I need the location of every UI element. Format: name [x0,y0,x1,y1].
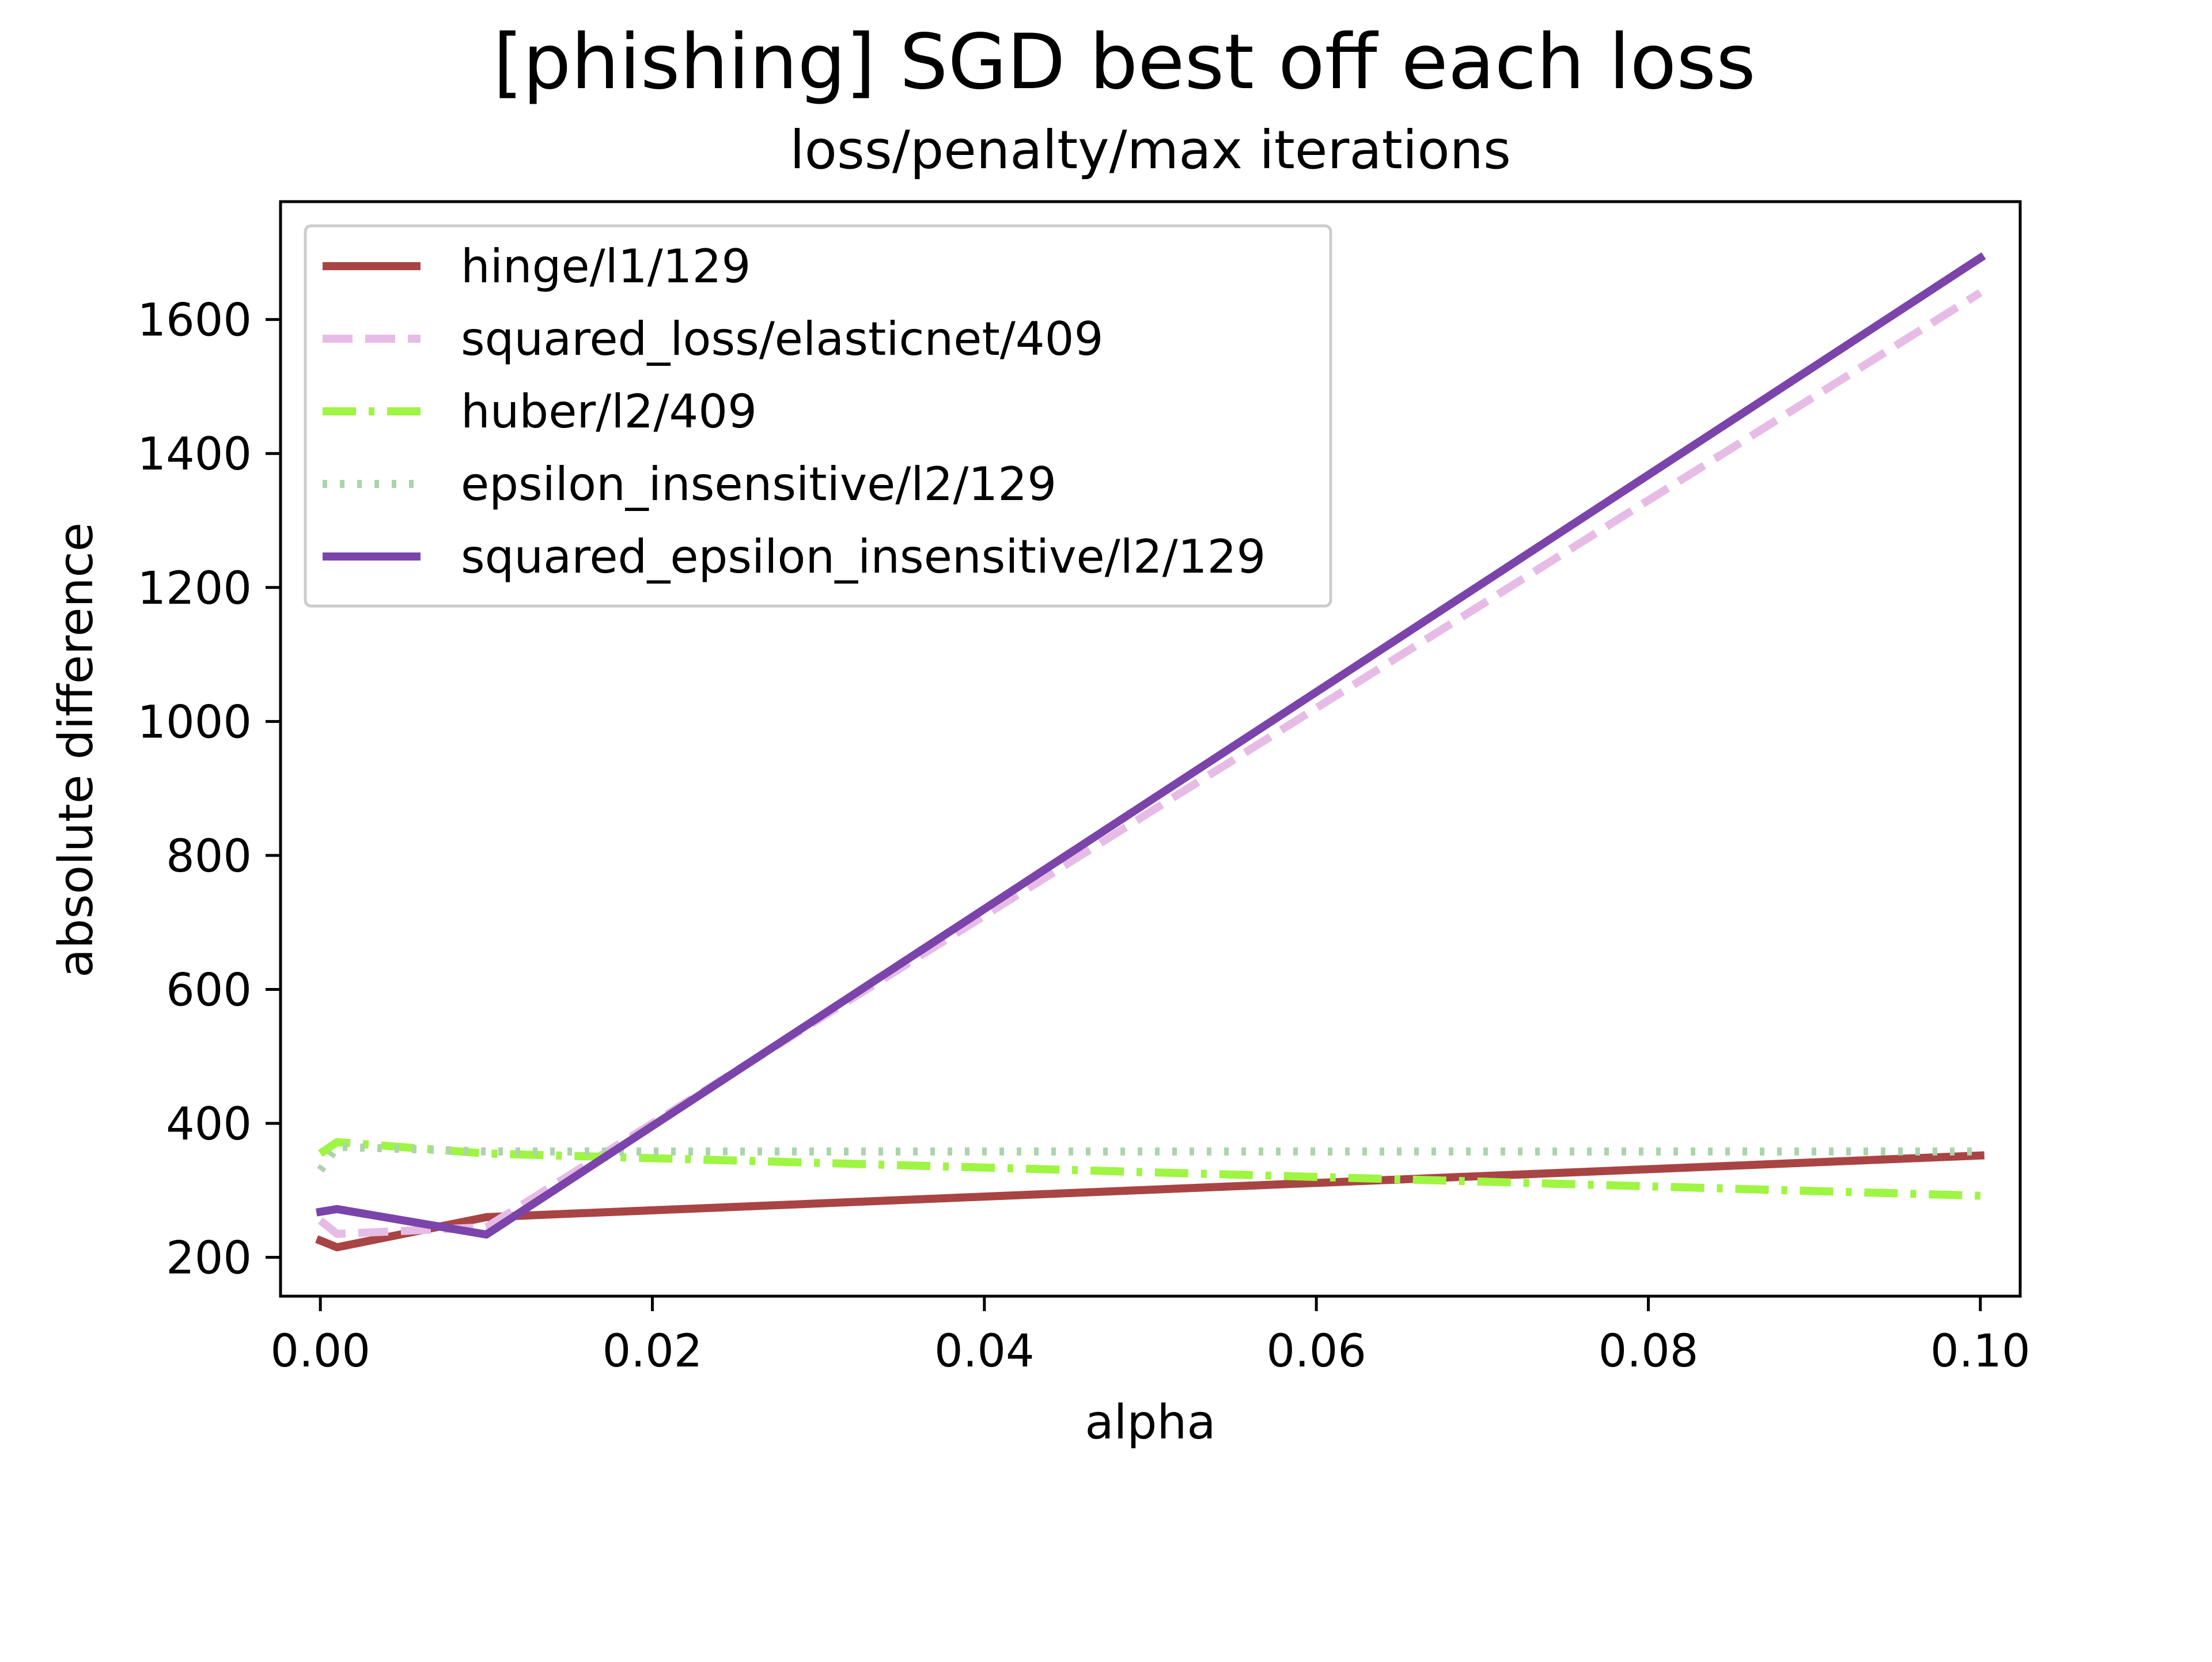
legend-label-0: hinge/l1/129 [461,240,751,293]
plot-area: 0.00 0.02 0.04 0.06 0.08 0.10 200 400 600 800 1000… [137,200,2031,1377]
y-axis-label: absolute difference [49,523,104,978]
legend-label-4: squared_epsilon_insensitive/l2/129 [461,530,1266,584]
x-tick-label-4: 0.08 [1599,1326,1699,1377]
legend-label-1: squared_loss/elasticnet/409 [461,312,1103,366]
y-tick-label-5: 1200 [137,563,252,615]
series-line-1 [317,289,1983,1238]
x-tick-label-5: 0.10 [1930,1326,2031,1377]
legend-label-2: huber/l2/409 [461,385,757,438]
y-tick-label-7: 1600 [137,295,252,347]
x-tick-label-0: 0.00 [270,1326,370,1377]
series-line-2 [318,1138,1980,1200]
legend-box [304,224,1332,608]
x-tick-label-2: 0.04 [934,1326,1035,1377]
y-tick-label-4: 1000 [137,696,252,748]
x-axis-label: alpha [1085,1395,1215,1450]
legend-label-3: epsilon_insensitive/l2/129 [461,457,1056,511]
legend: hinge/l1/129 squared_loss/elasticnet/409h… [304,224,1332,608]
x-tick-label-1: 0.02 [603,1326,703,1377]
x-tick-label-3: 0.06 [1266,1326,1366,1377]
chart-subtitle: loss/penalty/max iterations [790,119,1511,181]
y-tick-label-3: 800 [166,831,252,883]
y-tick-label-2: 600 [166,964,252,1016]
y-tick-label-0: 200 [166,1233,252,1285]
y-tick-label-1: 400 [166,1099,252,1150]
chart-title: [phishing] SGD best off each loss [493,18,1756,107]
y-tick-label-6: 1400 [137,429,252,480]
series-line-4 [316,252,1986,1239]
plot-frame [279,200,2022,1298]
series-line-0 [315,1151,1985,1252]
